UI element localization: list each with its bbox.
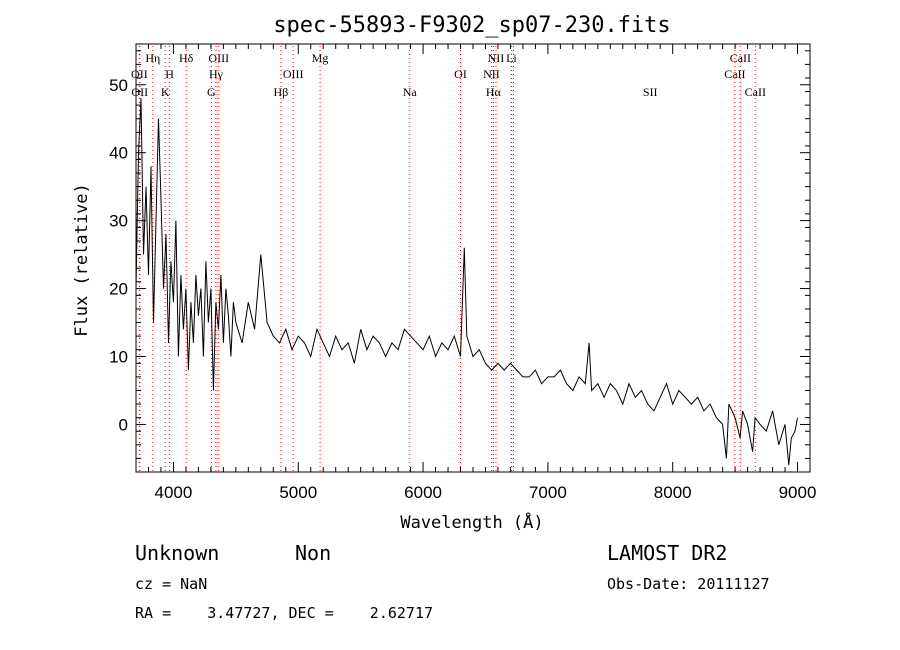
plot-frame [135, 43, 811, 473]
x-tick-label: 6000 [404, 483, 442, 502]
y-tick-label: 30 [109, 212, 128, 231]
spectral-line-label: NII [483, 67, 500, 81]
spectral-line-label: OI [454, 67, 467, 81]
spectral-line-label: G [207, 85, 216, 99]
spectral-line-label: Hδ [179, 51, 194, 65]
spectral-line-label: H [165, 67, 174, 81]
y-tick-label: 40 [109, 144, 128, 163]
y-tick-label: 10 [109, 348, 128, 367]
spectral-line-label: K [161, 85, 170, 99]
x-tick-label: 9000 [779, 483, 817, 502]
spectral-line-label: Hγ [209, 67, 224, 81]
x-tick-label: 4000 [155, 483, 193, 502]
y-tick-label: 20 [109, 280, 128, 299]
spectral-line-label: OIII [283, 67, 304, 81]
spectral-line-label: Mg [312, 51, 329, 65]
survey-label: LAMOST DR2 [607, 541, 728, 565]
subclass-label: Non [295, 541, 332, 565]
spectral-line-label: CaII [724, 67, 745, 81]
spectral-line-label: Hη [145, 51, 160, 65]
x-tick-label: 8000 [654, 483, 692, 502]
coordinates: RA = 3.47727, DEC = 2.62717 [135, 604, 434, 622]
spectral-line-label: CaII [730, 51, 751, 65]
spectral-line-label: Li [506, 51, 517, 65]
spectral-line-markers [138, 46, 756, 472]
spectral-line-label: SII [643, 85, 658, 99]
x-tick-label: 5000 [279, 483, 317, 502]
spectral-line-label: Hα [486, 85, 502, 99]
x-axis-ticks: 4000 5000 6000 7000 8000 9000 [135, 44, 817, 502]
cz-value: cz = NaN [135, 575, 208, 593]
spectral-line-label: OIII [208, 51, 229, 65]
spectral-line-label: NII [488, 51, 505, 65]
spectrum-line [135, 98, 798, 466]
y-tick-label: 0 [119, 415, 128, 434]
y-tick-label: 50 [109, 76, 128, 95]
y-axis-label: Flux (relative) [72, 183, 92, 337]
spectral-line-label: CaII [745, 85, 766, 99]
x-axis-label: Wavelength (Å) [400, 511, 543, 533]
class-label: Unknown [135, 541, 220, 565]
x-tick-label: 7000 [529, 483, 567, 502]
chart-title: spec-55893-F9302_sp07-230.fits [273, 13, 670, 38]
obs-date: Obs-Date: 20111127 [607, 575, 770, 593]
spectral-line-label: OII [131, 67, 148, 81]
spectral-line-label: Na [403, 85, 418, 99]
spectral-line-label: Hβ [274, 85, 289, 99]
y-axis-ticks: 0 10 20 30 40 50 [109, 50, 810, 459]
